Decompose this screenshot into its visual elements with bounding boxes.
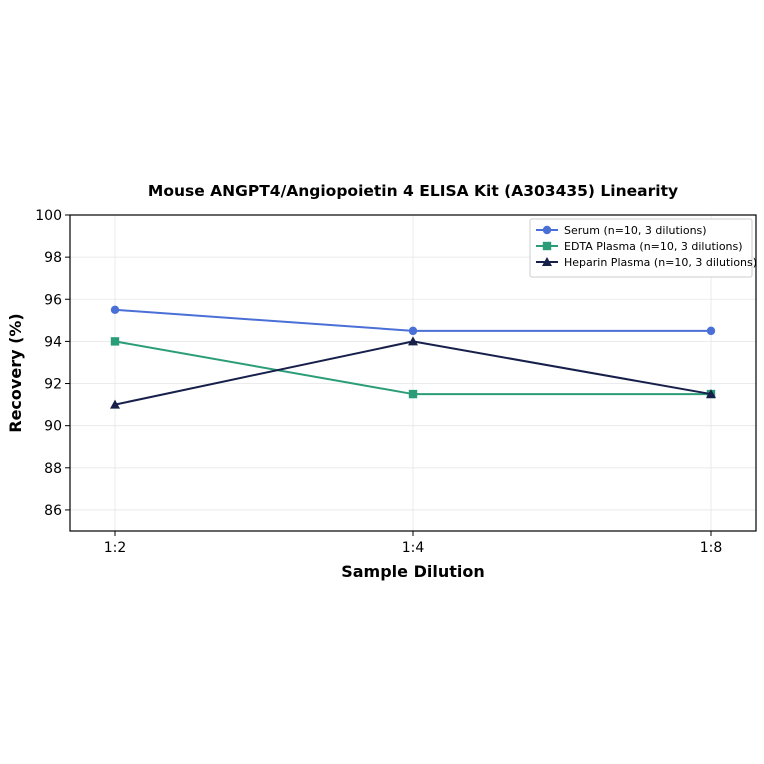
data-point [706,389,716,399]
y-tick-label: 100 [35,208,62,224]
y-tick-label: 92 [44,377,62,393]
y-axis: 86 88 90 92 94 96 98 100 [35,208,70,519]
y-axis-label: Recovery (%) [6,313,25,432]
data-point [110,399,120,409]
legend-item: Serum (n=10, 3 dilutions) [536,224,707,237]
data-point [706,326,716,336]
data-point [408,336,418,346]
data-point [408,389,418,399]
legend-label: EDTA Plasma (n=10, 3 dilutions) [564,240,743,253]
y-tick-label: 86 [44,503,62,519]
x-tick-label: 1:4 [402,540,425,556]
data-point [110,337,120,346]
legend-marker [542,225,552,235]
x-axis: 1:2 1:4 1:8 [104,531,723,556]
legend-item: EDTA Plasma (n=10, 3 dilutions) [536,240,743,253]
legend-label: Serum (n=10, 3 dilutions) [564,224,707,237]
legend-label: Heparin Plasma (n=10, 3 dilutions) [564,256,757,269]
series-0 [110,305,716,336]
x-axis-label: Sample Dilution [341,562,485,581]
x-tick-label: 1:2 [104,540,127,556]
x-tick-label: 1:8 [700,540,723,556]
y-tick-label: 98 [44,250,62,266]
data-point [408,326,418,336]
legend-marker [542,241,552,251]
y-tick-label: 94 [44,334,62,350]
series-2 [110,336,716,409]
chart-title: Mouse ANGPT4/Angiopoietin 4 ELISA Kit (A… [148,182,678,200]
legend-marker [542,257,552,266]
legend: Serum (n=10, 3 dilutions) EDTA Plasma (n=… [529,218,757,278]
legend-item: Heparin Plasma (n=10, 3 dilutions) [536,256,757,269]
y-tick-label: 96 [44,292,62,308]
y-tick-label: 88 [44,461,62,477]
data-point [110,305,120,314]
legend-box [529,218,753,278]
y-tick-label: 90 [44,419,62,435]
series-layer [110,305,716,409]
